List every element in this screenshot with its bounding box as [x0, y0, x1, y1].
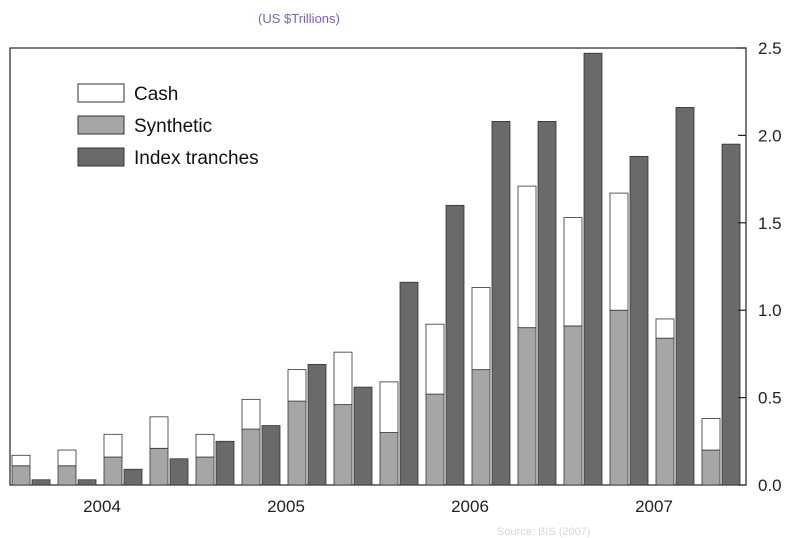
y-tick-label: 0.5: [758, 389, 782, 408]
source-note: Source: BIS (2007): [497, 526, 591, 538]
bar-index-tranches: [537, 121, 557, 486]
bar-cash: [11, 454, 31, 467]
unit-label: (US $Trillions): [258, 11, 340, 26]
bar-cash: [471, 287, 491, 371]
legend: Cash Synthetic Index tranches: [77, 83, 259, 169]
bar-index-tranches: [77, 479, 97, 486]
bar-cash: [609, 192, 629, 311]
bar-synthetic: [11, 465, 31, 486]
legend-label: Cash: [134, 84, 178, 105]
bar-synthetic: [701, 449, 721, 486]
bar-cash: [57, 449, 77, 467]
bar-cash: [333, 351, 353, 405]
bar-cash: [701, 418, 721, 451]
x-axis: 2004 2005 2006 2007: [83, 497, 673, 516]
bar-index-tranches: [261, 425, 281, 486]
bar-index-tranches: [491, 121, 511, 486]
bar-cash: [379, 381, 399, 433]
legend-label: Index tranches: [134, 148, 259, 169]
y-tick-label: 1.0: [758, 301, 782, 320]
y-tick-label: 2.5: [758, 39, 782, 58]
x-tick-label: 2006: [451, 497, 489, 516]
bar-cash: [149, 416, 169, 449]
bar-synthetic: [609, 309, 629, 486]
bar-synthetic: [471, 369, 491, 486]
bar-synthetic: [103, 456, 123, 486]
legend-label: Synthetic: [134, 116, 212, 137]
bar-cash: [195, 433, 215, 458]
bar-index-tranches: [123, 468, 143, 486]
bar-index-tranches: [721, 143, 741, 486]
x-tick-label: 2004: [83, 497, 121, 516]
bar-index-tranches: [31, 479, 51, 486]
bar-index-tranches: [307, 363, 327, 486]
bar-index-tranches: [629, 155, 649, 486]
bars-group: [11, 52, 741, 486]
legend-swatch: [77, 115, 125, 135]
bar-synthetic: [379, 432, 399, 486]
bar-cash: [655, 318, 675, 339]
y-tick-label: 0.0: [758, 476, 782, 495]
bar-cash: [517, 185, 537, 329]
legend-swatch: [77, 147, 125, 167]
bar-synthetic: [333, 404, 353, 486]
bar-cash: [425, 323, 445, 395]
bar-synthetic: [425, 393, 445, 486]
bar-index-tranches: [583, 52, 603, 486]
bar-synthetic: [149, 447, 169, 486]
bar-synthetic: [57, 465, 77, 486]
bar-cash: [563, 217, 583, 327]
bar-synthetic: [195, 456, 215, 486]
bar-index-tranches: [215, 440, 235, 486]
bar-cash: [241, 398, 261, 430]
bar-cash: [103, 433, 123, 458]
legend-swatch: [77, 83, 125, 103]
bar-synthetic: [517, 327, 537, 486]
bar-index-tranches: [675, 107, 695, 486]
y-tick-label: 1.5: [758, 214, 782, 233]
bar-synthetic: [287, 400, 307, 486]
y-tick-label: 2.0: [758, 126, 782, 145]
bar-cash: [287, 369, 307, 402]
plot-frame: [9, 47, 747, 486]
bar-index-tranches: [353, 386, 373, 486]
bar-index-tranches: [399, 281, 419, 486]
bar-synthetic: [241, 428, 261, 486]
bar-synthetic: [563, 325, 583, 486]
bar-index-tranches: [169, 458, 189, 486]
x-tick-label: 2007: [635, 497, 673, 516]
bar-index-tranches: [445, 204, 465, 486]
y-axis: 0.0 0.5 1.0 1.5 2.0 2.5: [738, 39, 782, 495]
x-tick-label: 2005: [267, 497, 305, 516]
bar-synthetic: [655, 337, 675, 486]
